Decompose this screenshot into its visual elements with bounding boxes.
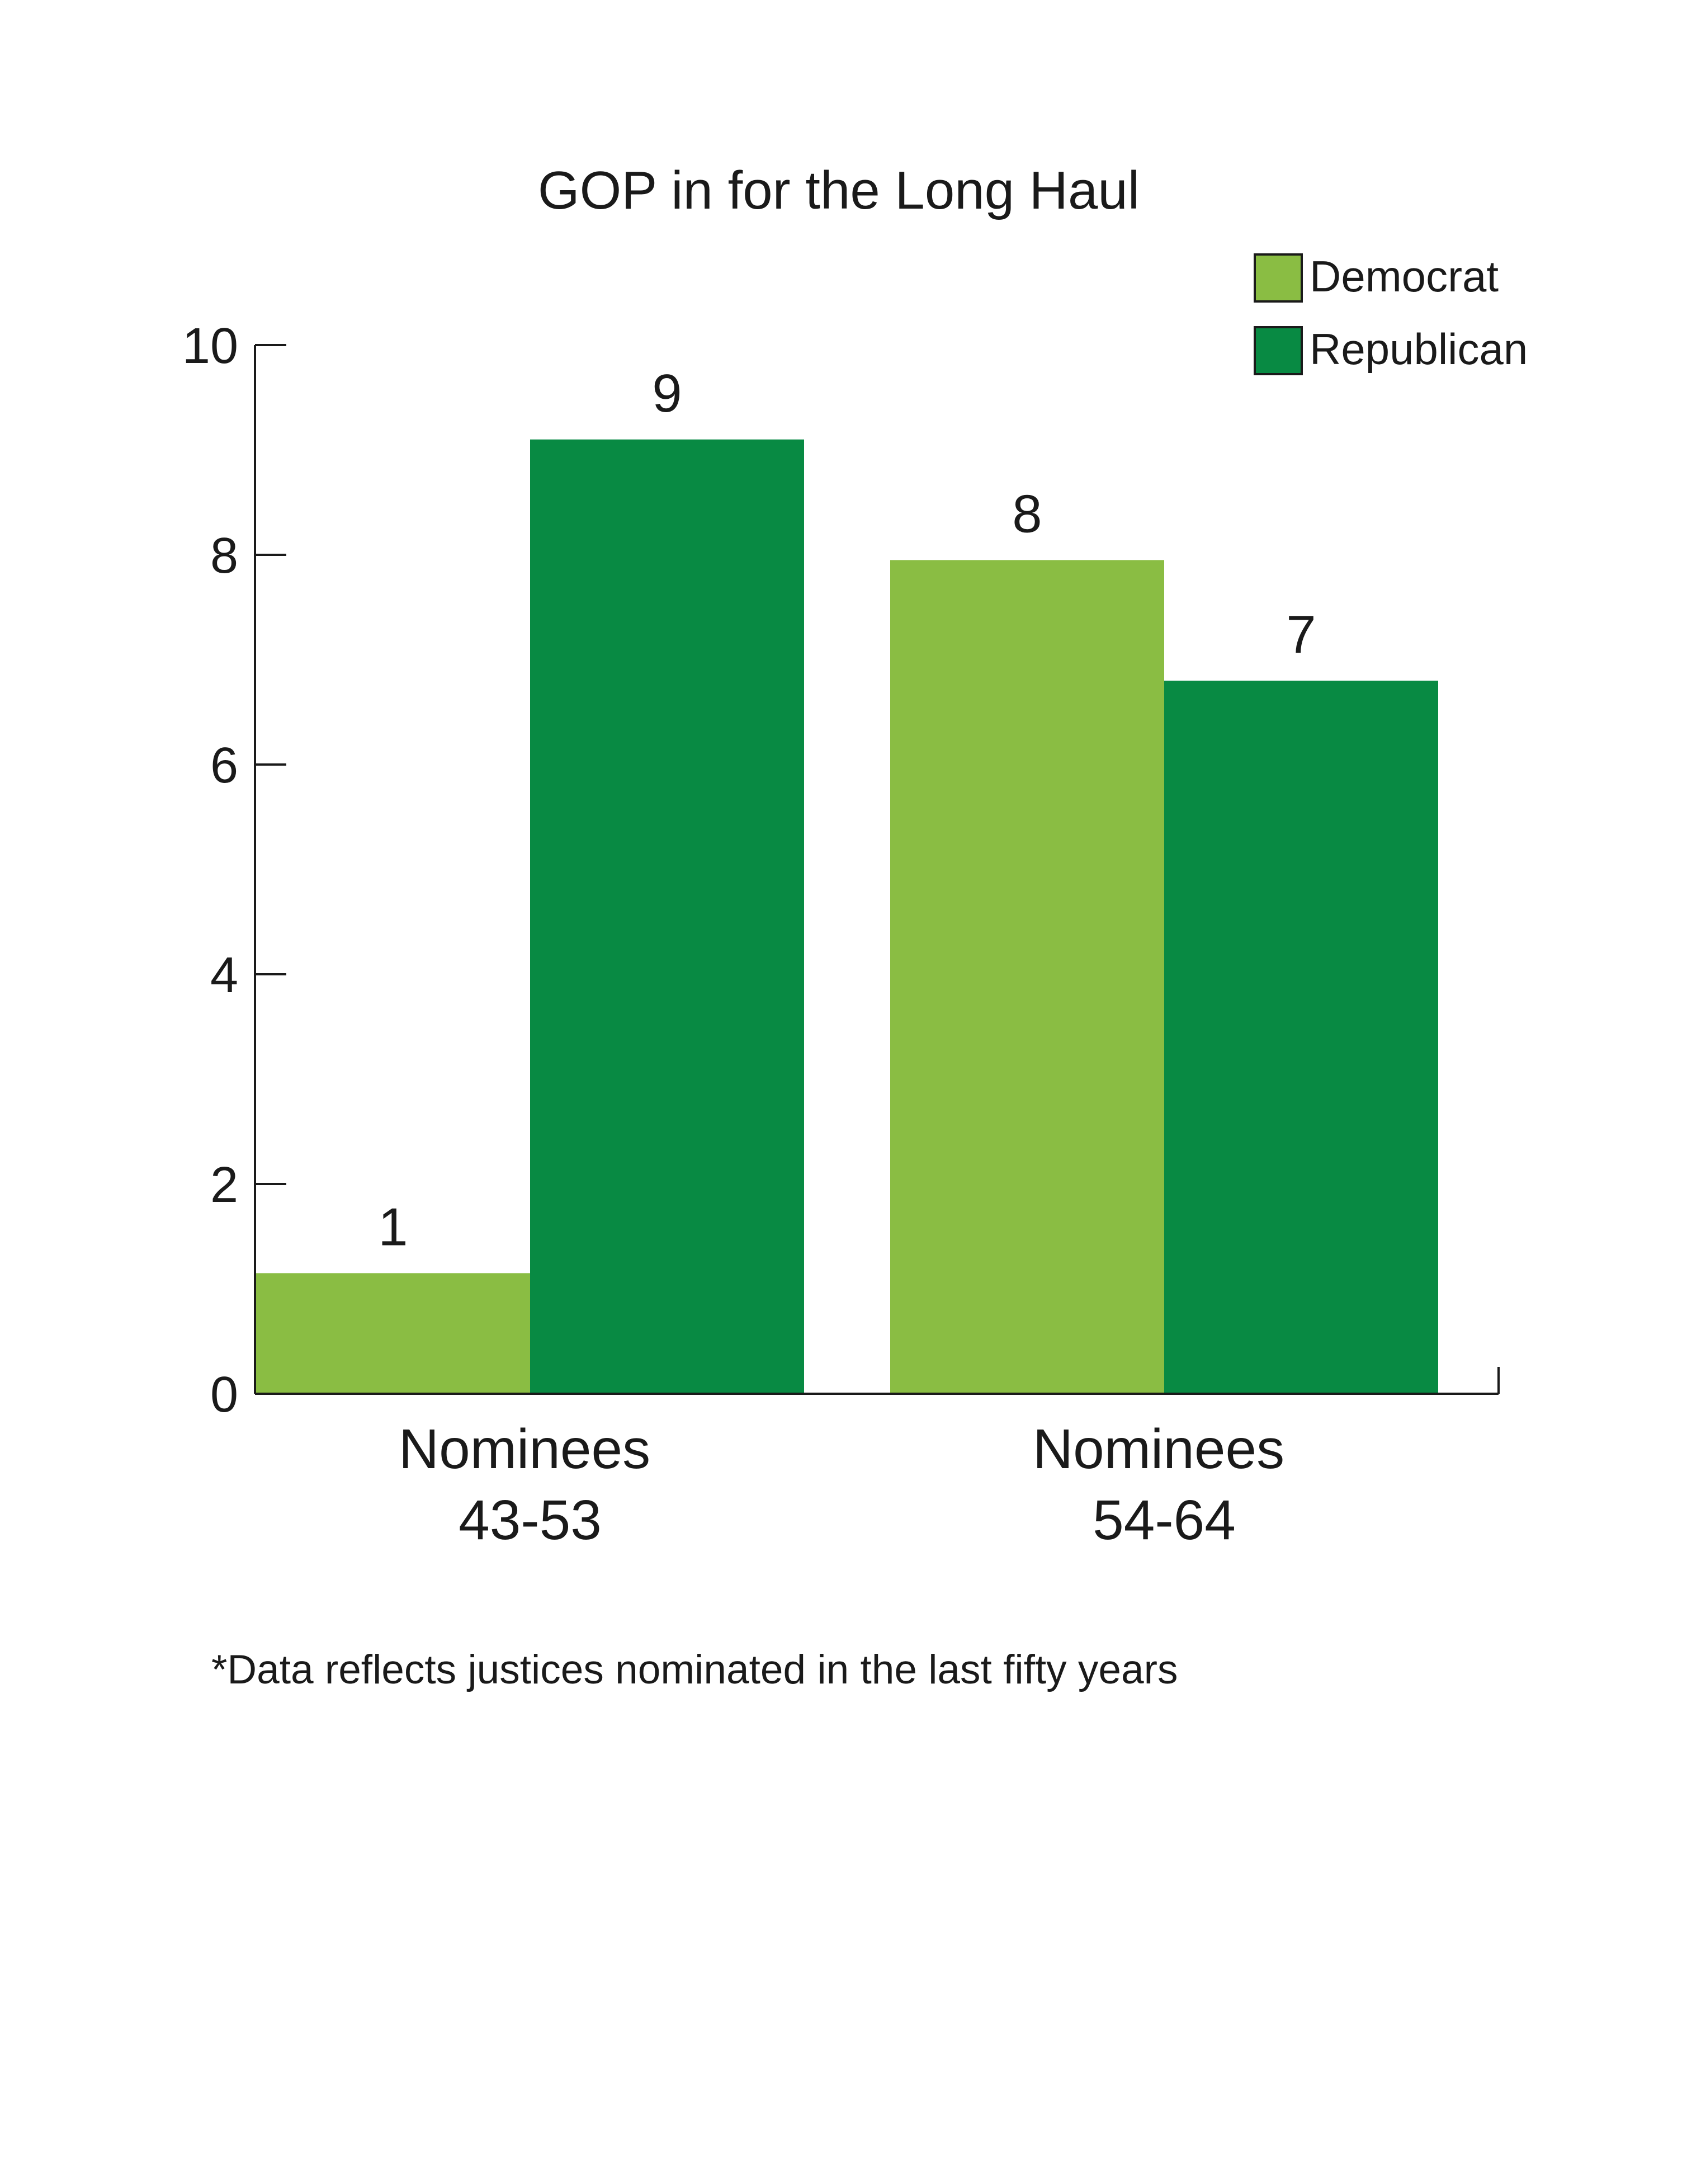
- bars: [256, 439, 1438, 1394]
- bar-value-label: 7: [1286, 605, 1316, 664]
- legend-label: Republican: [1310, 324, 1528, 374]
- x-tick-label: 43-53: [459, 1489, 602, 1551]
- y-tick-label: 0: [210, 1367, 238, 1423]
- legend-swatch: [1254, 326, 1303, 375]
- legend: Democrat Republican: [1254, 252, 1528, 375]
- bar-value-label: 1: [378, 1197, 408, 1257]
- y-tick-label: 2: [210, 1157, 238, 1213]
- legend-swatch: [1254, 253, 1303, 303]
- x-axis: Nominees 43-53 Nominees 54-64: [255, 1367, 1500, 1551]
- legend-label: Democrat: [1310, 252, 1499, 301]
- chart-title: GOP in for the Long Haul: [538, 161, 1140, 220]
- bar-value-label: 8: [1012, 484, 1042, 544]
- bar-republican: [530, 439, 804, 1394]
- y-tick-label: 8: [210, 528, 238, 584]
- bar-republican: [1164, 681, 1438, 1394]
- bar-democrat: [256, 1273, 530, 1394]
- bar-value-label: 9: [652, 364, 682, 423]
- y-tick-label: 4: [210, 947, 238, 1003]
- y-tick-label: 6: [210, 738, 238, 794]
- y-axis: 0 2 4 6 8 10: [182, 318, 286, 1423]
- footnote: *Data reflects justices nominated in the…: [211, 1647, 1178, 1692]
- x-tick-label: 54-64: [1093, 1489, 1236, 1551]
- x-tick-label: Nominees: [399, 1418, 650, 1480]
- x-tick-label: Nominees: [1033, 1418, 1284, 1480]
- y-tick-label: 10: [182, 318, 238, 374]
- bar-democrat: [890, 560, 1164, 1394]
